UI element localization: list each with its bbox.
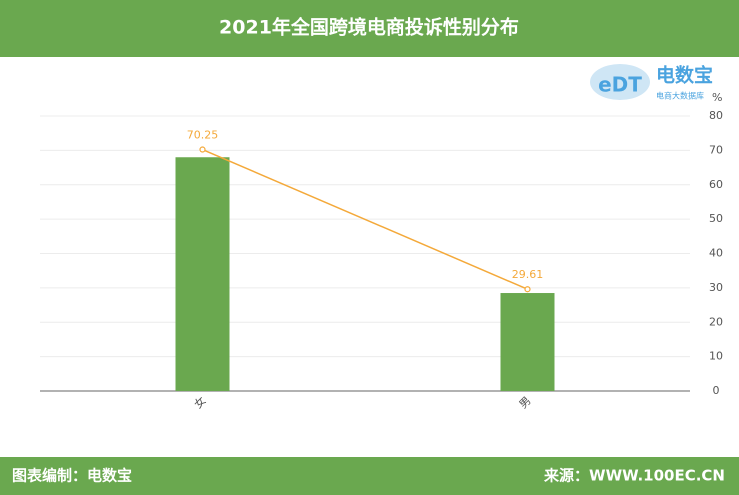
logo-name: 电数宝 (656, 64, 713, 87)
chart-title: 2021年全国跨境电商投诉性别分布 (219, 16, 519, 39)
line-point (199, 146, 206, 153)
y-tick-label: 50 (709, 212, 723, 225)
bar (175, 157, 230, 391)
y-tick-label: 70 (709, 143, 723, 156)
logo-tagline: 电商大数据库 (656, 91, 704, 101)
logo-mark: eDT (598, 73, 642, 97)
footer-source: 来源：WWW.100EC.CN (543, 467, 725, 485)
y-tick-label: 40 (709, 247, 723, 260)
x-tick-label: 男 (517, 394, 534, 411)
logo: eDT 电数宝 电商大数据库 (590, 64, 713, 101)
footer-band (0, 457, 739, 495)
y-tick-label: 80 (709, 109, 723, 122)
y-tick-label: 10 (709, 350, 723, 363)
y-tick-label: 30 (709, 281, 723, 294)
y-tick-label: 20 (709, 315, 723, 328)
data-label: 70.25 (187, 129, 219, 142)
bar (500, 293, 555, 391)
line (202, 148, 528, 290)
header-band (0, 0, 739, 57)
y-tick-label: 0 (713, 384, 720, 397)
y-tick-label: 60 (709, 178, 723, 191)
x-tick-label: 女 (191, 393, 209, 411)
data-label: 29.61 (512, 268, 544, 281)
line-point (524, 286, 531, 293)
footer-credit: 图表编制：电数宝 (12, 467, 132, 485)
logo-cloud (590, 64, 650, 100)
y-unit: % (712, 91, 722, 104)
